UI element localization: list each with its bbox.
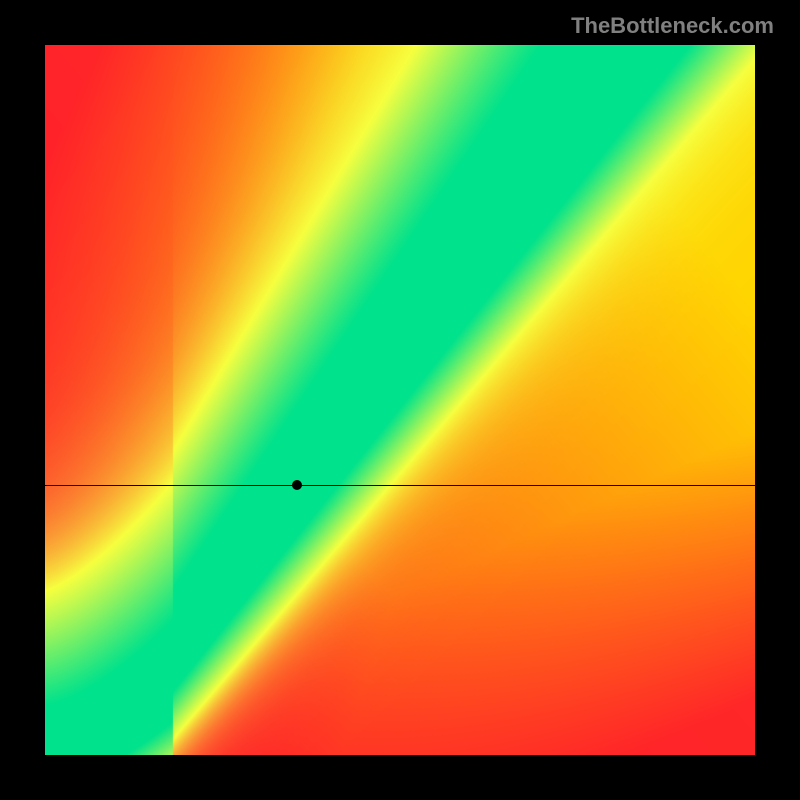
heatmap-canvas — [45, 45, 755, 755]
bottleneck-heatmap — [45, 45, 755, 755]
crosshair-horizontal — [45, 485, 755, 486]
attribution-text: TheBottleneck.com — [571, 13, 774, 39]
selection-marker — [292, 480, 302, 490]
